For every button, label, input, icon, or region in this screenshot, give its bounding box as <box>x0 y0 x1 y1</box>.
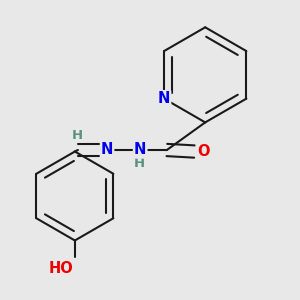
Text: H: H <box>71 129 82 142</box>
Text: HO: HO <box>49 261 74 276</box>
Text: N: N <box>101 142 113 158</box>
Text: H: H <box>134 157 145 170</box>
Text: O: O <box>197 144 209 159</box>
Text: N: N <box>134 142 146 158</box>
Text: N: N <box>158 91 170 106</box>
